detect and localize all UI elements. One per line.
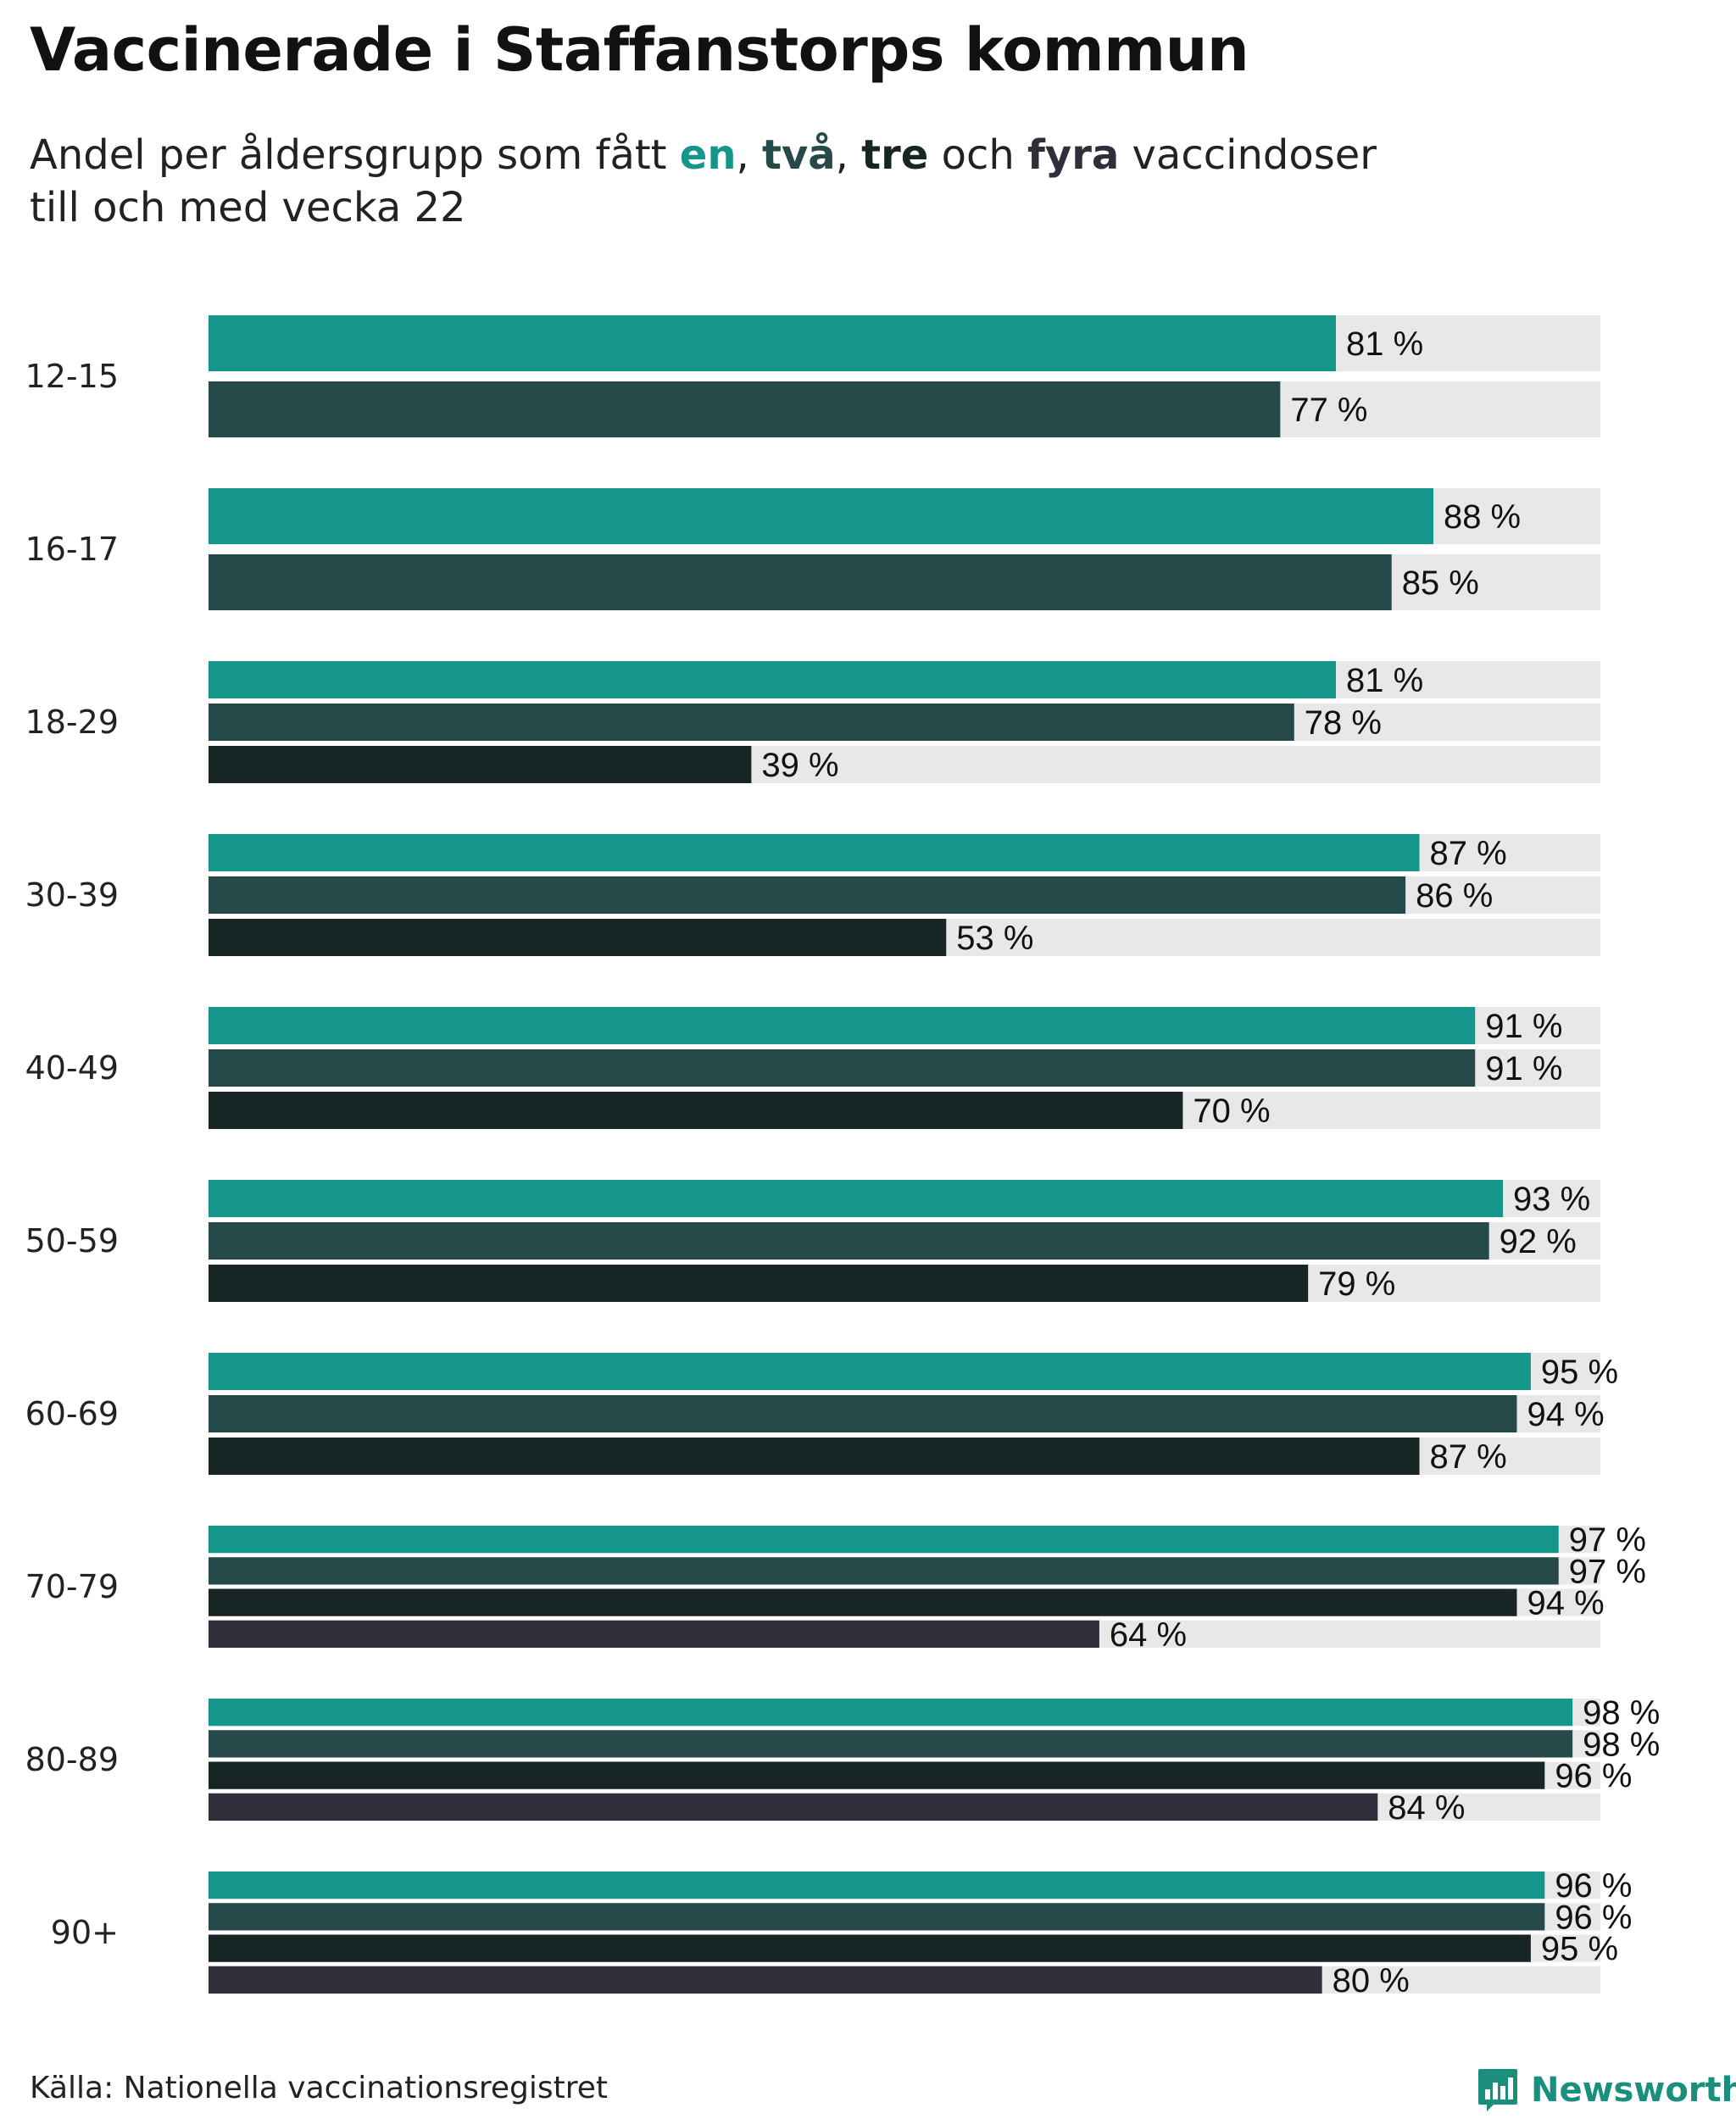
bar-tre bbox=[209, 1092, 1183, 1129]
data-label: 80 % bbox=[1333, 1962, 1410, 1999]
chart-subtitle: Andel per åldersgrupp som fått en, två, … bbox=[30, 129, 1640, 234]
bar-en bbox=[209, 834, 1420, 871]
data-label: 86 % bbox=[1416, 877, 1493, 915]
data-label: 96 % bbox=[1555, 1758, 1632, 1795]
data-label: 84 % bbox=[1388, 1789, 1465, 1827]
group-label: 50-59 bbox=[25, 1222, 119, 1260]
data-label: 93 % bbox=[1513, 1181, 1590, 1218]
data-label: 79 % bbox=[1318, 1265, 1395, 1303]
data-label: 95 % bbox=[1541, 1931, 1618, 1968]
bar-en bbox=[209, 315, 1337, 371]
bar-två bbox=[209, 1903, 1545, 1931]
subtitle-line2: till och med vecka 22 bbox=[30, 184, 466, 231]
bar-en bbox=[209, 1699, 1573, 1727]
bar-två bbox=[209, 876, 1406, 914]
bar-en bbox=[209, 1353, 1531, 1390]
bar-två bbox=[209, 1730, 1573, 1758]
data-label: 81 % bbox=[1346, 662, 1423, 699]
bar-en bbox=[209, 1526, 1559, 1554]
data-label: 64 % bbox=[1110, 1616, 1187, 1654]
group-label: 40-49 bbox=[25, 1049, 119, 1087]
brand-name: Newsworthy bbox=[1531, 2071, 1736, 2110]
data-label: 94 % bbox=[1527, 1585, 1604, 1622]
data-label: 53 % bbox=[956, 920, 1033, 957]
bar-tre bbox=[209, 1438, 1420, 1475]
bar-två bbox=[209, 704, 1294, 741]
data-label: 97 % bbox=[1569, 1521, 1646, 1559]
data-label: 96 % bbox=[1555, 1899, 1632, 1936]
bar-två bbox=[209, 1395, 1517, 1432]
data-label: 85 % bbox=[1402, 565, 1479, 602]
bar-tre bbox=[209, 1588, 1517, 1616]
bar-tre bbox=[209, 1934, 1531, 1962]
group-label: 16-17 bbox=[25, 531, 119, 568]
subtitle-sep2: , bbox=[835, 131, 862, 179]
bar-två bbox=[209, 1222, 1489, 1260]
source-note: Källa: Nationella vaccinationsregistret bbox=[30, 2071, 608, 2105]
legend-tva: två bbox=[762, 131, 836, 179]
bar-en bbox=[209, 1872, 1545, 1899]
subtitle-prefix: Andel per åldersgrupp som fått bbox=[30, 131, 680, 179]
subtitle-sep1: , bbox=[736, 131, 763, 179]
legend-fyra: fyra bbox=[1027, 131, 1120, 179]
data-label: 97 % bbox=[1569, 1553, 1646, 1590]
bar-tre bbox=[209, 919, 947, 956]
subtitle-suffix: vaccindoser bbox=[1119, 131, 1377, 179]
bar-en bbox=[209, 661, 1337, 698]
group-label: 30-39 bbox=[25, 876, 119, 914]
data-label: 95 % bbox=[1541, 1354, 1618, 1391]
bar-chart: 12-15 81 % 77 % 16-17 88 % 85 % 18-29 81 % 78 % 3… bbox=[25, 315, 1660, 1999]
group-label: 80-89 bbox=[25, 1741, 119, 1778]
chart-title: Vaccinerade i Staffanstorps kommun bbox=[30, 15, 1249, 85]
bar-två bbox=[209, 381, 1281, 437]
data-label: 98 % bbox=[1583, 1726, 1660, 1763]
data-label: 88 % bbox=[1444, 498, 1521, 536]
bar-två bbox=[209, 554, 1392, 610]
data-label: 91 % bbox=[1485, 1008, 1562, 1045]
bar-tre bbox=[209, 746, 752, 783]
data-label: 91 % bbox=[1485, 1050, 1562, 1087]
legend-en: en bbox=[679, 131, 737, 179]
group-label: 60-69 bbox=[25, 1395, 119, 1432]
legend-tre: tre bbox=[861, 131, 929, 179]
data-label: 70 % bbox=[1193, 1093, 1270, 1130]
bar-tre bbox=[209, 1265, 1309, 1302]
group-label: 18-29 bbox=[25, 704, 119, 741]
data-label: 78 % bbox=[1305, 704, 1382, 742]
data-label: 94 % bbox=[1527, 1396, 1604, 1433]
data-label: 87 % bbox=[1430, 1438, 1507, 1476]
data-label: 77 % bbox=[1290, 392, 1367, 429]
data-label: 39 % bbox=[761, 747, 838, 784]
bar-fyra bbox=[209, 1793, 1378, 1821]
bar-fyra bbox=[209, 1966, 1322, 1994]
data-label: 87 % bbox=[1430, 835, 1507, 872]
data-label: 98 % bbox=[1583, 1694, 1660, 1732]
group-label: 12-15 bbox=[25, 358, 119, 395]
group-label: 90+ bbox=[51, 1914, 119, 1951]
bar-en bbox=[209, 1007, 1476, 1044]
bar-tre bbox=[209, 1761, 1545, 1789]
data-label: 92 % bbox=[1500, 1223, 1577, 1260]
newsworthy-logo-icon bbox=[1478, 2069, 1517, 2111]
data-label: 81 % bbox=[1346, 325, 1423, 363]
bar-två bbox=[209, 1049, 1476, 1087]
data-label: 96 % bbox=[1555, 1867, 1632, 1905]
group-label: 70-79 bbox=[25, 1568, 119, 1605]
bar-två bbox=[209, 1557, 1559, 1585]
brand-logo: Newsworthy bbox=[1477, 2065, 1736, 2116]
bar-en bbox=[209, 488, 1433, 544]
bar-en bbox=[209, 1180, 1504, 1217]
subtitle-mid: och bbox=[928, 131, 1028, 179]
bar-fyra bbox=[209, 1620, 1099, 1648]
